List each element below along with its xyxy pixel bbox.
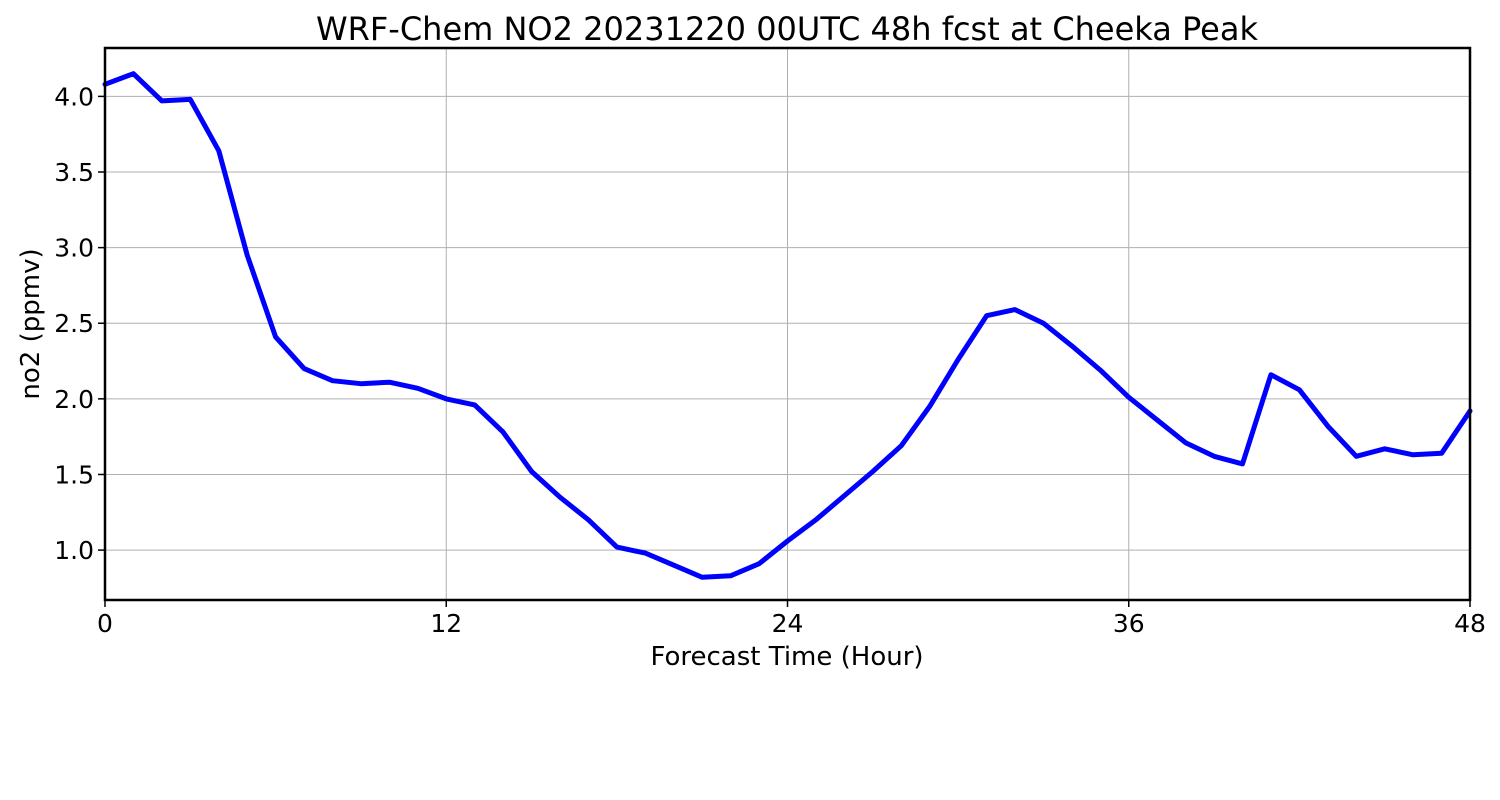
grid <box>105 48 1470 600</box>
y-tick-label: 4.0 <box>54 82 94 111</box>
x-tick-label: 24 <box>772 609 804 638</box>
y-tick-label: 2.0 <box>54 385 94 414</box>
x-tick-label: 48 <box>1454 609 1486 638</box>
y-tick-label: 3.5 <box>54 158 94 187</box>
y-tick-label: 1.5 <box>54 460 94 489</box>
y-axis-label: no2 (ppmv) <box>16 248 46 399</box>
y-tick-label: 1.0 <box>54 536 94 565</box>
x-tick-label: 0 <box>97 609 113 638</box>
y-tick-label: 3.0 <box>54 234 94 263</box>
chart-title: WRF-Chem NO2 20231220 00UTC 48h fcst at … <box>316 10 1258 48</box>
x-tick-label: 36 <box>1113 609 1145 638</box>
x-axis-label: Forecast Time (Hour) <box>650 642 923 672</box>
ticks: 0 12 24 36 48 1.0 1.5 2.0 2.5 3.0 3.5 4.0 <box>54 82 1486 638</box>
y-tick-label: 2.5 <box>54 309 94 338</box>
x-tick-label: 12 <box>430 609 462 638</box>
